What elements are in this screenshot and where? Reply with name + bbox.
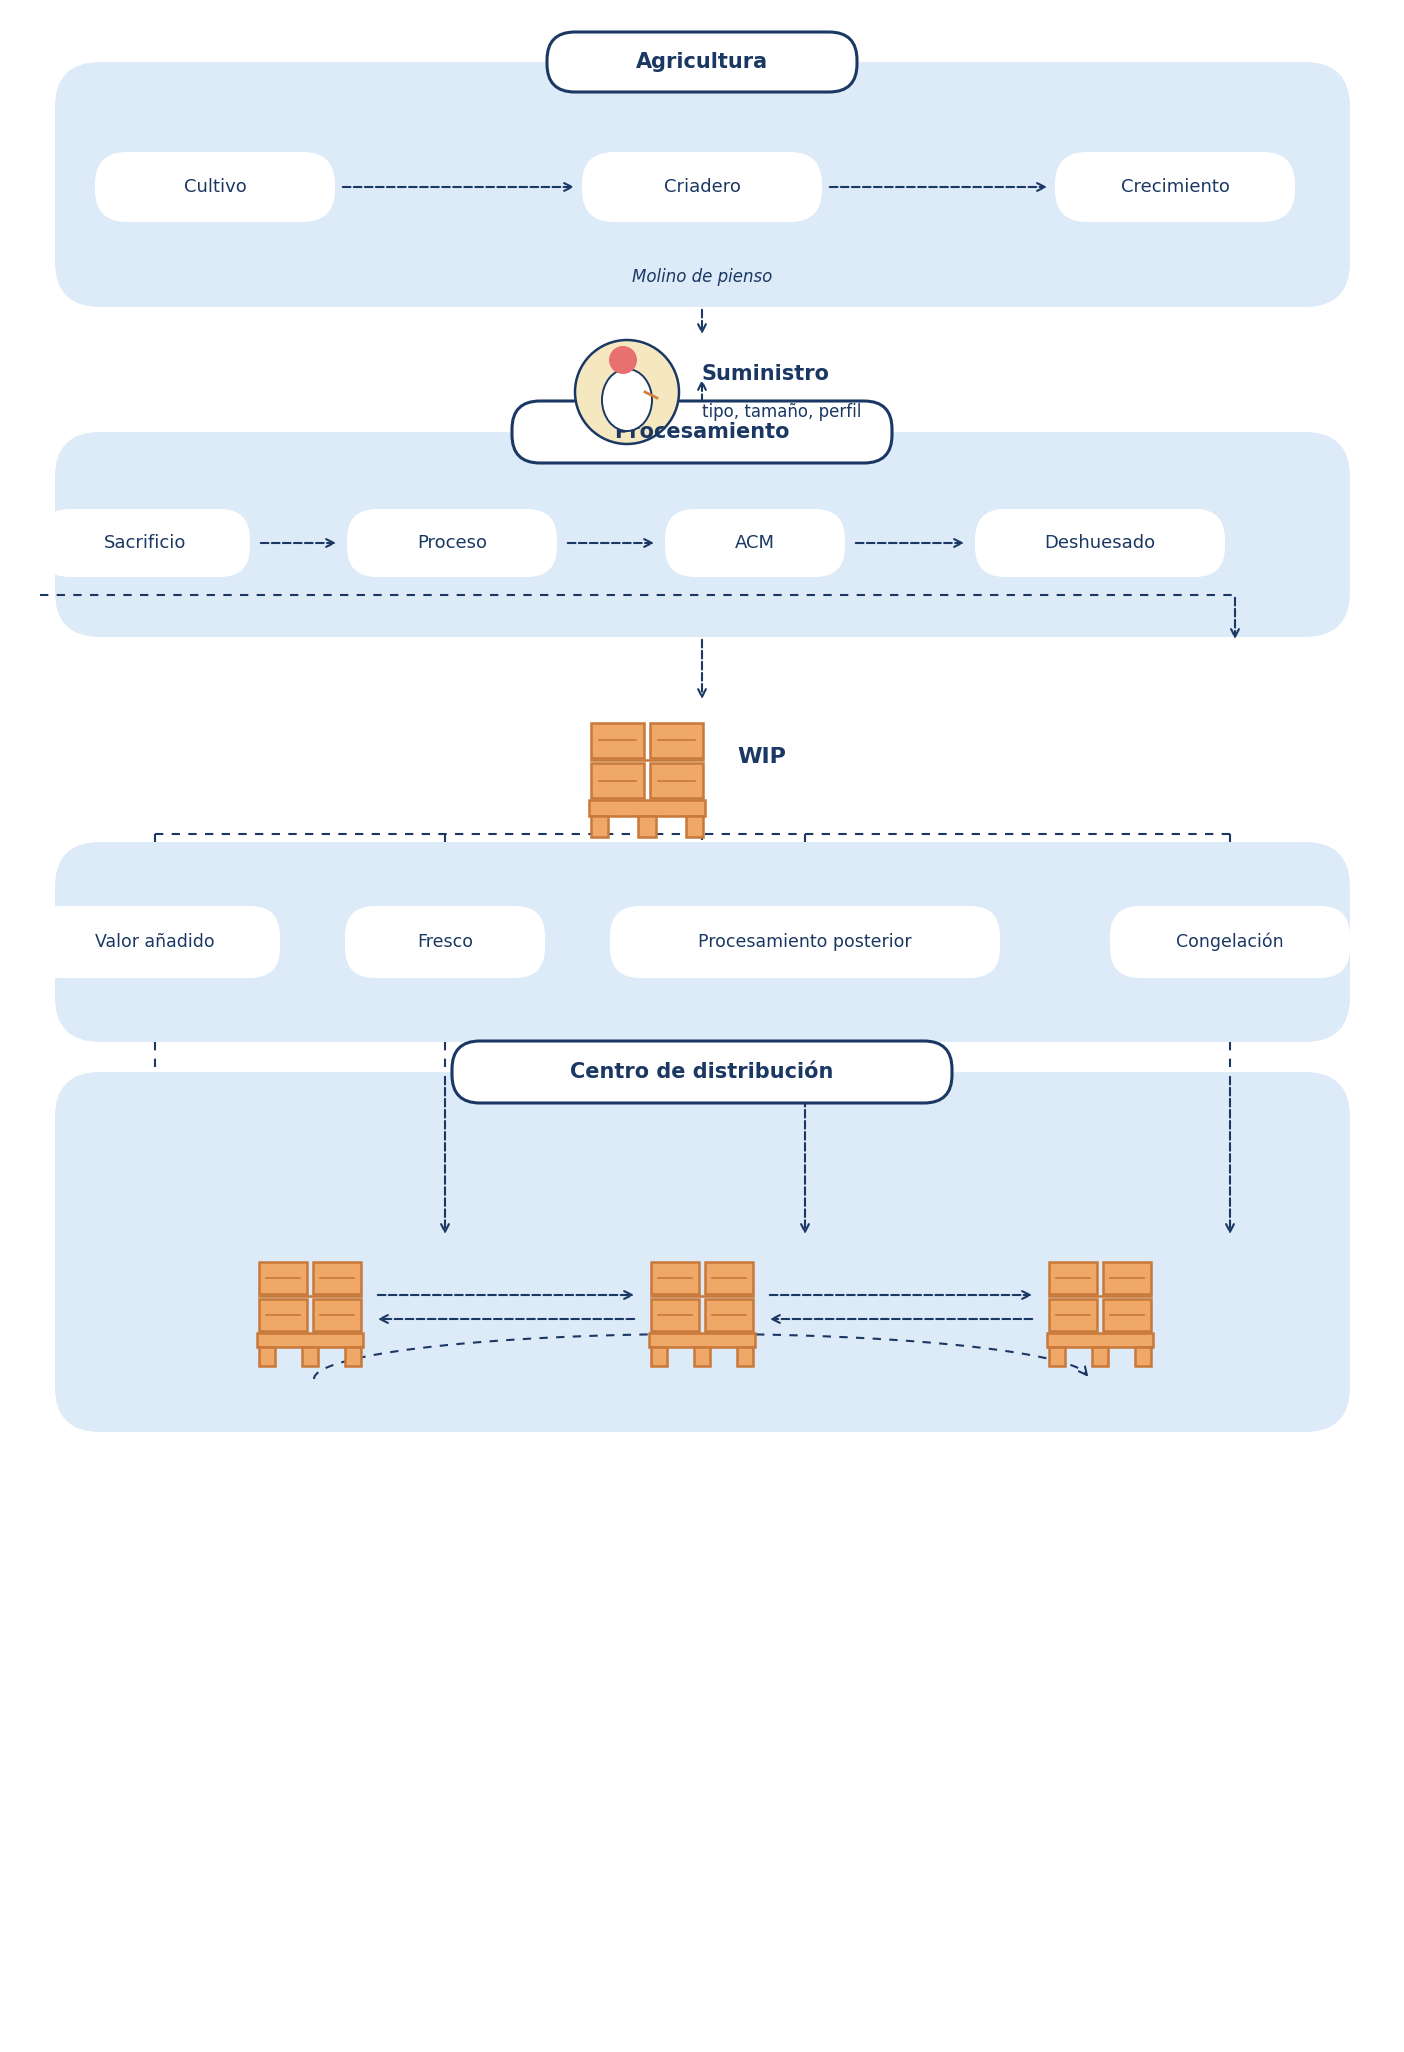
Text: Congelación: Congelación [1177, 934, 1283, 952]
Text: Cultivo: Cultivo [184, 179, 246, 197]
FancyBboxPatch shape [260, 1348, 275, 1367]
FancyBboxPatch shape [974, 509, 1226, 577]
Text: Proceso: Proceso [417, 534, 487, 552]
Text: Molino de pienso: Molino de pienso [632, 269, 772, 285]
FancyBboxPatch shape [313, 1262, 361, 1295]
FancyBboxPatch shape [705, 1262, 753, 1295]
FancyBboxPatch shape [55, 433, 1351, 636]
FancyBboxPatch shape [685, 817, 703, 837]
Circle shape [576, 341, 680, 443]
Text: Valor añadido: Valor añadido [95, 934, 215, 950]
Text: Centro de distribución: Centro de distribución [570, 1063, 834, 1081]
FancyBboxPatch shape [651, 1348, 667, 1367]
FancyBboxPatch shape [257, 1332, 364, 1348]
FancyBboxPatch shape [345, 907, 545, 979]
Text: Sacrificio: Sacrificio [104, 534, 187, 552]
FancyBboxPatch shape [665, 509, 845, 577]
Circle shape [609, 347, 637, 373]
Text: Criadero: Criadero [664, 179, 740, 197]
FancyBboxPatch shape [347, 509, 557, 577]
FancyBboxPatch shape [1054, 152, 1294, 222]
FancyBboxPatch shape [452, 1040, 952, 1104]
FancyBboxPatch shape [591, 817, 608, 837]
FancyBboxPatch shape [512, 400, 892, 464]
FancyBboxPatch shape [651, 1262, 699, 1295]
FancyBboxPatch shape [55, 1071, 1351, 1432]
FancyBboxPatch shape [650, 722, 703, 757]
FancyBboxPatch shape [1136, 1348, 1151, 1367]
Text: WIP: WIP [737, 747, 786, 767]
FancyBboxPatch shape [705, 1299, 753, 1330]
FancyBboxPatch shape [1049, 1348, 1064, 1367]
FancyBboxPatch shape [302, 1348, 317, 1367]
Text: Procesamiento: Procesamiento [614, 423, 789, 441]
FancyBboxPatch shape [260, 1299, 307, 1330]
Ellipse shape [602, 369, 651, 431]
FancyBboxPatch shape [345, 1348, 361, 1367]
FancyBboxPatch shape [29, 907, 279, 979]
FancyBboxPatch shape [1047, 1332, 1153, 1348]
FancyBboxPatch shape [609, 907, 1000, 979]
FancyBboxPatch shape [591, 763, 644, 798]
FancyBboxPatch shape [55, 62, 1351, 308]
FancyBboxPatch shape [1111, 907, 1351, 979]
Text: Suministro: Suministro [702, 363, 830, 384]
FancyBboxPatch shape [1102, 1299, 1151, 1330]
FancyBboxPatch shape [588, 800, 705, 817]
Text: Agricultura: Agricultura [636, 51, 768, 72]
FancyBboxPatch shape [548, 33, 856, 92]
FancyBboxPatch shape [313, 1299, 361, 1330]
Text: Fresco: Fresco [417, 934, 473, 950]
FancyBboxPatch shape [737, 1348, 753, 1367]
FancyBboxPatch shape [1102, 1262, 1151, 1295]
FancyBboxPatch shape [39, 509, 250, 577]
FancyBboxPatch shape [650, 763, 703, 798]
FancyBboxPatch shape [591, 722, 644, 757]
FancyBboxPatch shape [583, 152, 821, 222]
FancyBboxPatch shape [694, 1348, 710, 1367]
FancyBboxPatch shape [260, 1262, 307, 1295]
FancyBboxPatch shape [95, 152, 336, 222]
Text: tipo, tamaño, perfil: tipo, tamaño, perfil [702, 402, 862, 421]
Text: Crecimiento: Crecimiento [1120, 179, 1230, 197]
FancyBboxPatch shape [649, 1332, 755, 1348]
FancyBboxPatch shape [55, 841, 1351, 1042]
FancyBboxPatch shape [1049, 1299, 1098, 1330]
Text: Procesamiento posterior: Procesamiento posterior [698, 934, 911, 950]
Text: Deshuesado: Deshuesado [1045, 534, 1155, 552]
FancyBboxPatch shape [1049, 1262, 1098, 1295]
FancyBboxPatch shape [651, 1299, 699, 1330]
FancyBboxPatch shape [1092, 1348, 1108, 1367]
Text: ACM: ACM [736, 534, 775, 552]
FancyBboxPatch shape [639, 817, 656, 837]
